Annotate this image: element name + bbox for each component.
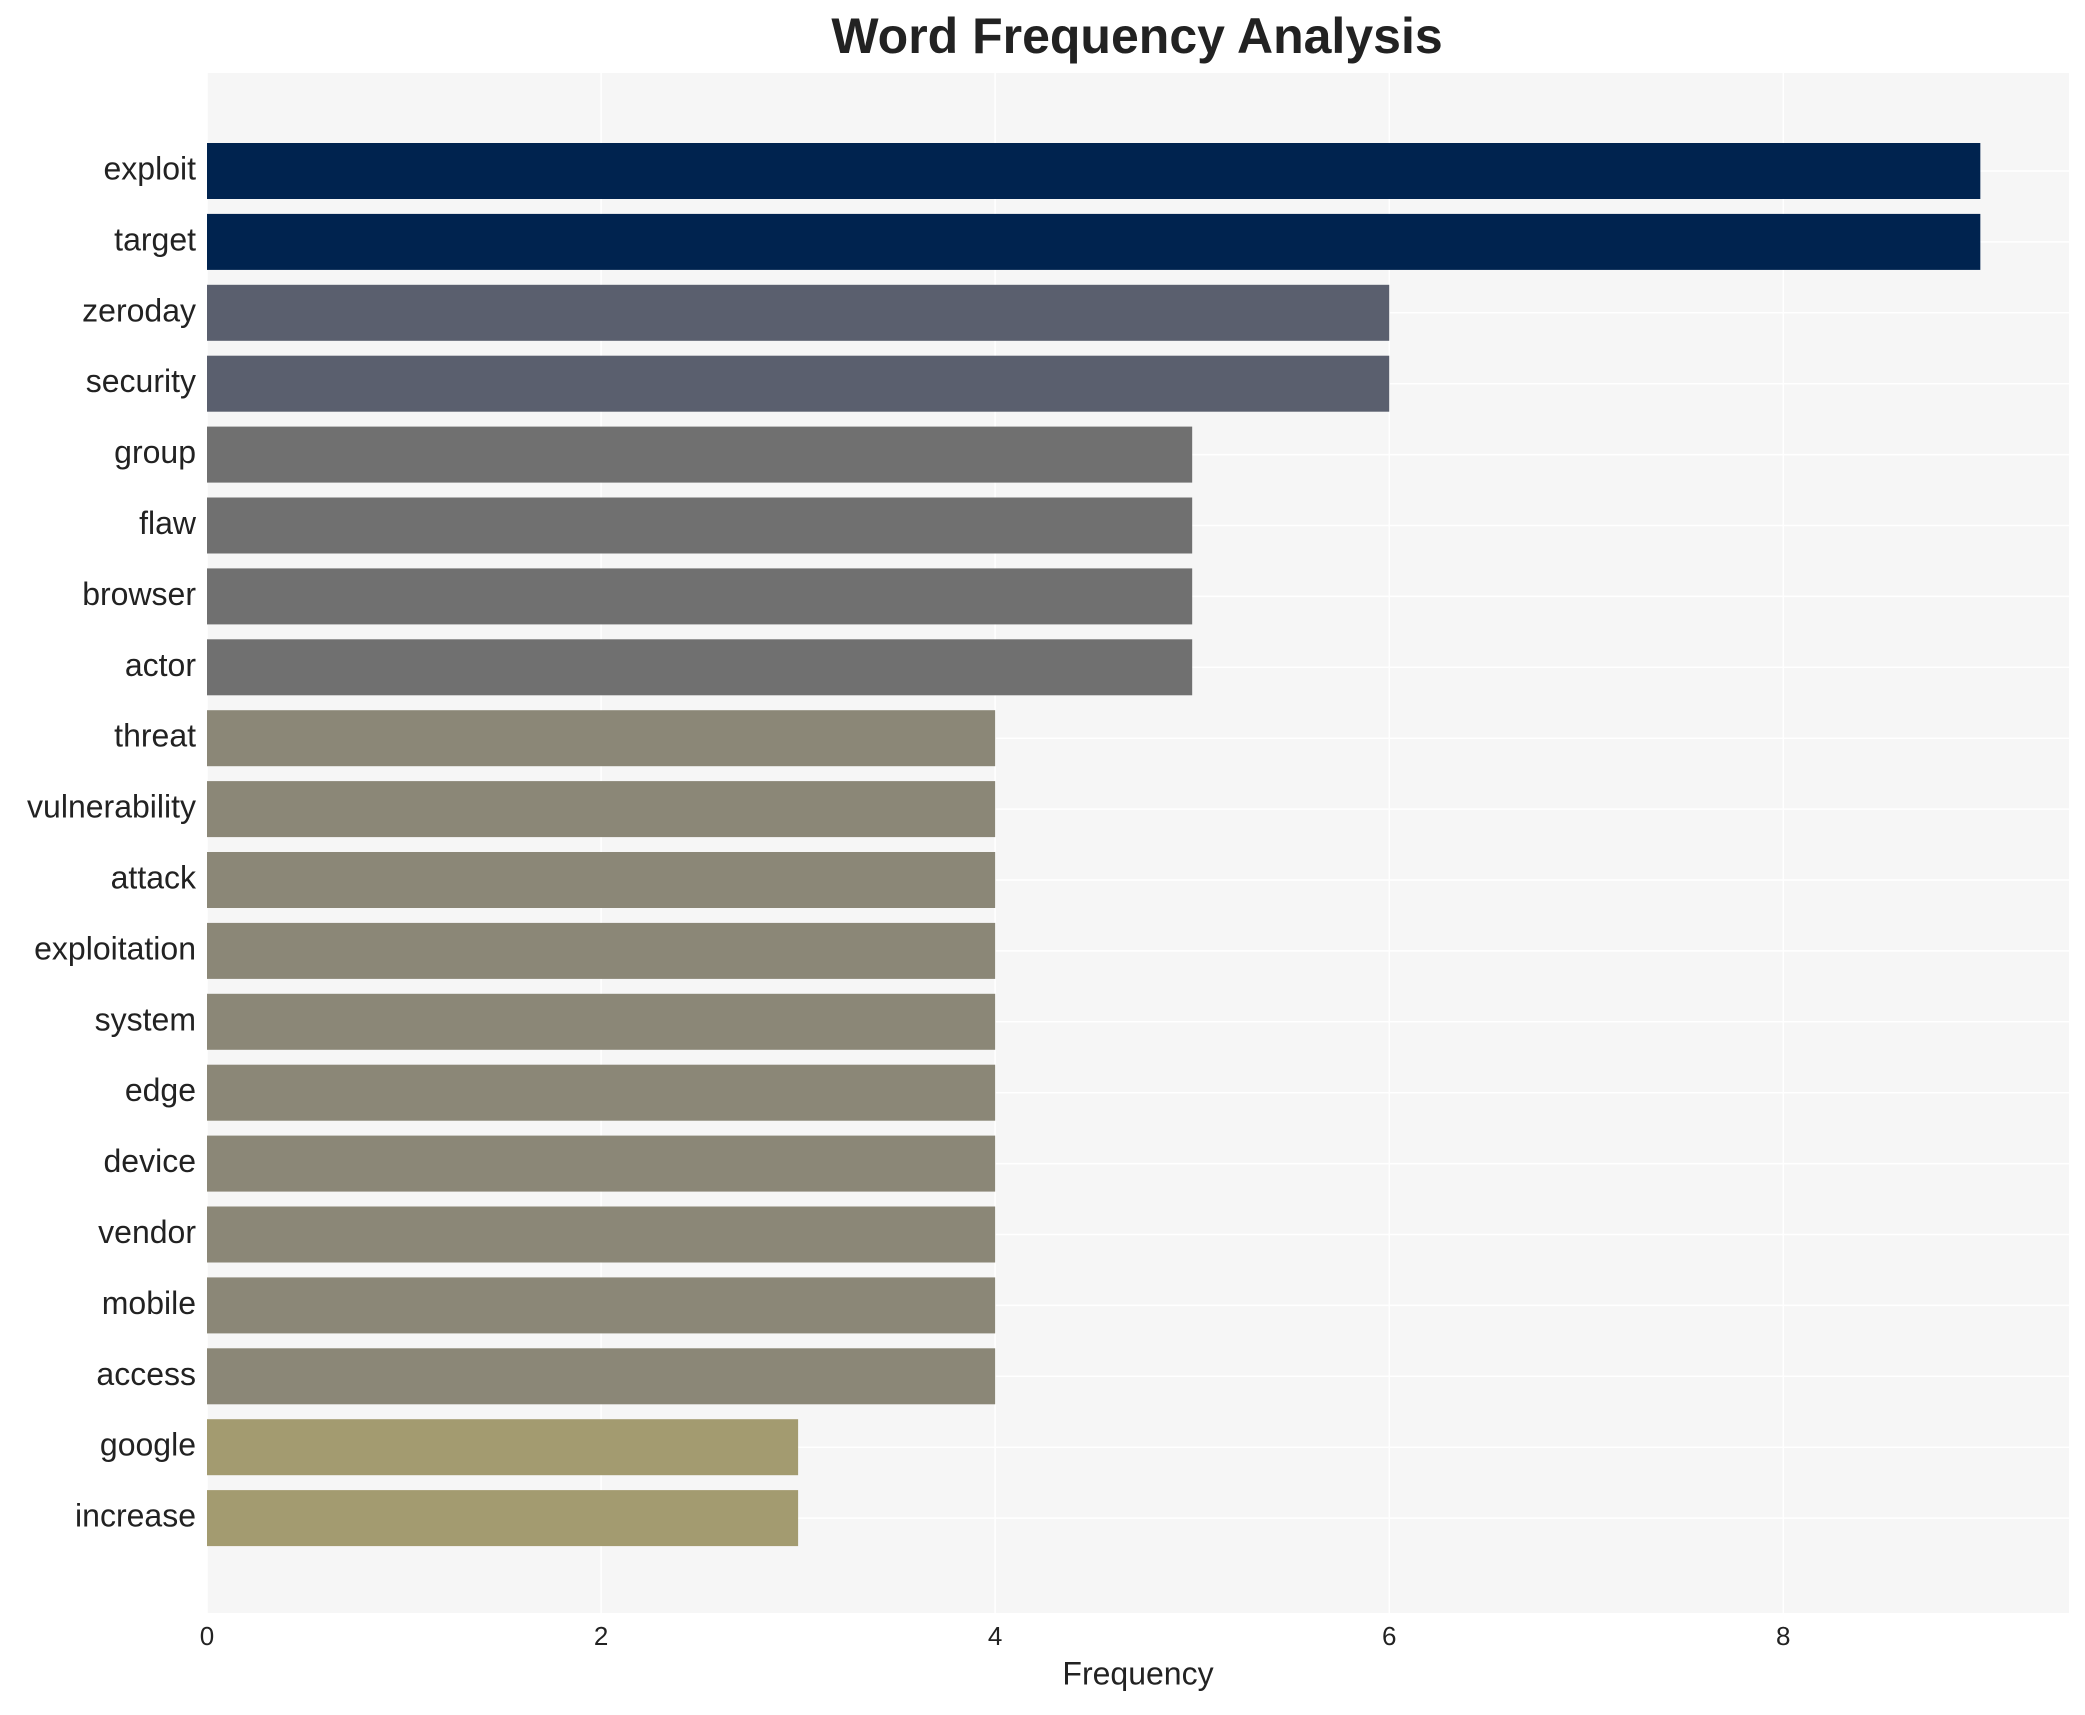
y-tick-label: attack [111,859,197,895]
y-tick-label: actor [125,647,196,683]
y-tick-label: target [114,221,196,257]
bar [207,639,1193,696]
y-tick-label: device [104,1143,197,1179]
x-tick-label: 6 [1382,1621,1396,1651]
bar [207,922,996,979]
y-tick-label: threat [114,718,196,754]
bar [207,426,1193,483]
y-tick-label: vendor [98,1214,196,1250]
y-tick-label: vulnerability [27,789,196,825]
bar [207,781,996,838]
x-tick-label: 0 [200,1621,214,1651]
y-tick-label: zeroday [82,292,196,328]
bar [207,568,1193,625]
bar [207,1064,996,1121]
bar [207,497,1193,554]
y-tick-label: flaw [139,505,197,541]
bar [207,213,1981,270]
bar [207,852,996,908]
bar [207,355,1390,412]
bar [207,1419,799,1476]
bar [207,1135,996,1192]
y-tick-label: exploitation [34,930,196,966]
y-tick-label: system [95,1001,196,1037]
bar [207,1277,996,1334]
bar [207,143,1981,199]
bar [207,710,996,767]
x-axis-label: Frequency [1062,1655,1213,1691]
y-tick-label: group [114,434,196,470]
y-tick-label: edge [125,1072,196,1108]
chart-title: Word Frequency Analysis [831,8,1442,64]
bar [207,1490,799,1547]
bar [207,1348,996,1405]
y-tick-label: mobile [102,1285,196,1321]
x-tick-label: 2 [594,1621,608,1651]
y-tick-label: security [86,363,196,399]
bar [207,1206,996,1263]
y-tick-label: access [96,1356,196,1392]
y-tick-label: increase [75,1498,196,1534]
y-tick-label: browser [82,576,196,612]
bar [207,993,996,1050]
x-tick-label: 4 [988,1621,1002,1651]
y-tick-label: exploit [104,150,197,186]
bar [207,284,1390,341]
y-tick-label: google [100,1427,196,1463]
x-tick-label: 8 [1776,1621,1790,1651]
